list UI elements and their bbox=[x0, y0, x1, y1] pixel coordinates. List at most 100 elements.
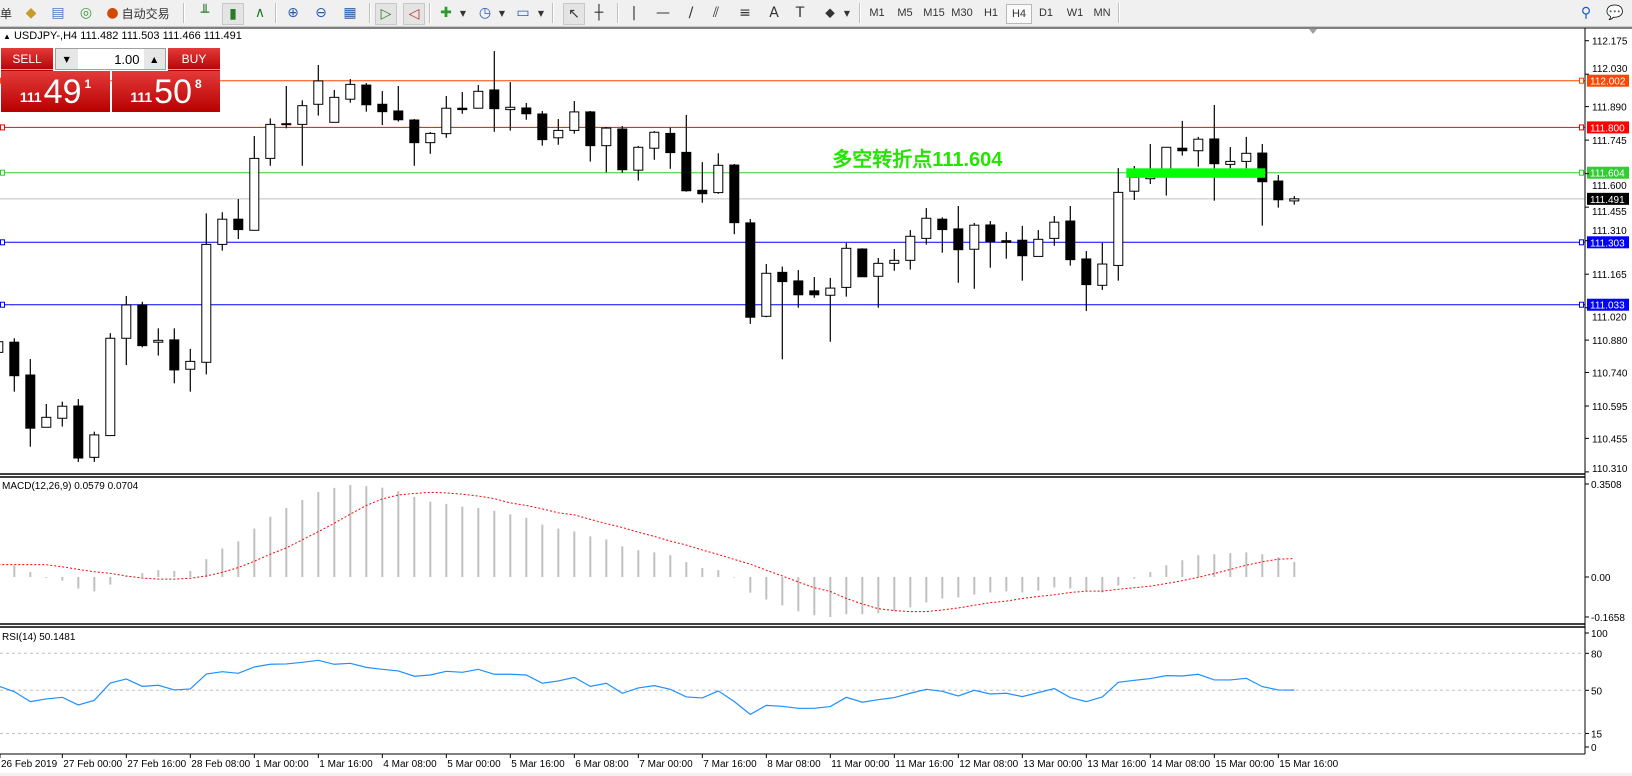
buy-price-prefix: 111 bbox=[130, 89, 153, 105]
candle bbox=[393, 86, 404, 122]
candle bbox=[1177, 120, 1188, 156]
candle bbox=[201, 213, 212, 375]
candle-body bbox=[569, 111, 580, 131]
bar-chart-icon[interactable]: ╨ bbox=[200, 5, 210, 21]
timeframe-m15[interactable]: M15 bbox=[923, 7, 945, 19]
collapse-triangle-icon[interactable]: ▲ bbox=[3, 32, 11, 41]
candle-body bbox=[121, 304, 132, 339]
lot-increase-icon[interactable]: ▲ bbox=[143, 49, 165, 69]
chevron-down-icon[interactable]: ▼ bbox=[843, 8, 851, 18]
candle-body bbox=[841, 247, 852, 288]
buy-button[interactable]: BUY bbox=[168, 48, 220, 71]
lot-decrease-icon[interactable]: ▼ bbox=[56, 49, 78, 69]
sell-price-fraction: 1 bbox=[84, 77, 92, 91]
chevron-down-icon[interactable]: ▼ bbox=[459, 8, 467, 18]
price-tick-label: 110.310 bbox=[1592, 464, 1628, 475]
candle-body bbox=[153, 339, 164, 343]
candle bbox=[489, 51, 500, 132]
candle-body bbox=[489, 89, 500, 110]
candle bbox=[425, 132, 436, 154]
chat-icon[interactable]: 💬 bbox=[1606, 5, 1624, 21]
price-level-label-bg bbox=[1587, 236, 1629, 249]
price-level-label: 111.491 bbox=[1590, 195, 1625, 206]
candle bbox=[1001, 231, 1012, 259]
candle-body bbox=[233, 218, 244, 231]
timeframe-m30[interactable]: M30 bbox=[951, 7, 973, 19]
buy-price[interactable]: 111 50 8 bbox=[112, 71, 220, 112]
time-tick-label: 11 Mar 00:00 bbox=[831, 759, 890, 770]
auto-scroll-icon[interactable]: ▷ bbox=[375, 3, 397, 25]
sell-button[interactable]: SELL bbox=[1, 48, 53, 71]
timeframe-m5[interactable]: M5 bbox=[897, 7, 913, 19]
chevron-down-icon[interactable]: ▼ bbox=[498, 8, 506, 18]
equidistant-channel-icon[interactable]: ⫽ bbox=[712, 5, 720, 21]
price-level-label-bg bbox=[1587, 192, 1629, 205]
arrows-icon[interactable]: ⬥ bbox=[825, 5, 835, 21]
time-tick-label: 1 Mar 00:00 bbox=[255, 759, 309, 770]
candle bbox=[1017, 225, 1028, 281]
timeframe-mn[interactable]: MN bbox=[1093, 7, 1111, 19]
time-tick-label: 27 Feb 16:00 bbox=[127, 759, 186, 770]
candle bbox=[809, 276, 820, 298]
text-label-icon[interactable]: T bbox=[795, 5, 805, 21]
candlestick-icon[interactable]: ▮ bbox=[222, 3, 244, 25]
cursor-icon[interactable]: ↖ bbox=[563, 3, 585, 25]
templates-icon[interactable]: ▭ bbox=[516, 5, 530, 21]
candle-body bbox=[1129, 176, 1140, 192]
candle-body bbox=[745, 222, 756, 318]
autotrade-button[interactable]: ● 自动交易 bbox=[102, 3, 174, 23]
time-tick-label: 11 Mar 16:00 bbox=[895, 759, 954, 770]
timeframe-m1[interactable]: M1 bbox=[869, 7, 885, 19]
search-icon[interactable]: ⚲ bbox=[1580, 5, 1592, 21]
sell-price[interactable]: 111 49 1 bbox=[1, 71, 110, 112]
buy-label: BUY bbox=[168, 48, 220, 70]
chart-shift-icon[interactable]: ◁ bbox=[403, 3, 425, 25]
data-window-icon[interactable]: ▤ bbox=[51, 5, 65, 21]
vertical-line-icon[interactable]: | bbox=[631, 5, 637, 21]
periods-icon[interactable]: ◷ bbox=[478, 5, 492, 21]
candle-body bbox=[393, 110, 404, 121]
market-watch-icon[interactable]: ◆ bbox=[25, 5, 37, 21]
level-anchor-handle bbox=[1579, 169, 1584, 176]
candle-body bbox=[889, 259, 900, 264]
text-icon[interactable]: A bbox=[769, 5, 779, 21]
time-tick-label: 27 Feb 00:00 bbox=[63, 759, 122, 770]
candle-body bbox=[1065, 220, 1076, 261]
lot-size-stepper[interactable]: ▼ ▲ bbox=[55, 48, 166, 70]
horizontal-line-icon[interactable]: — bbox=[656, 5, 670, 21]
timeframe-h1[interactable]: H1 bbox=[983, 7, 999, 19]
timeframe-h4[interactable]: H4 bbox=[1006, 4, 1032, 24]
price-tick-label: 112.175 bbox=[1592, 37, 1628, 48]
price-level-label: 111.033 bbox=[1590, 301, 1625, 312]
price-tick-label: 111.455 bbox=[1592, 207, 1627, 218]
timeframe-d1[interactable]: D1 bbox=[1038, 7, 1054, 19]
fibonacci-icon[interactable]: ≡ bbox=[739, 5, 751, 21]
candle bbox=[1081, 251, 1092, 311]
candle-body bbox=[937, 218, 948, 231]
line-chart-icon[interactable]: ∧ bbox=[254, 5, 266, 21]
candle-body bbox=[793, 280, 804, 296]
time-tick-label: 28 Feb 08:00 bbox=[191, 759, 250, 770]
trendline-icon[interactable]: / bbox=[688, 5, 694, 21]
indicators-icon[interactable]: ✚ bbox=[440, 5, 452, 21]
crosshair-icon[interactable]: ┼ bbox=[594, 5, 604, 21]
candle bbox=[569, 101, 580, 134]
rsi-tick-label: 15 bbox=[1591, 729, 1603, 740]
navigator-icon[interactable]: ◎ bbox=[79, 5, 93, 21]
zoom-out-icon[interactable]: ⊖ bbox=[315, 5, 327, 21]
timeframe-w1[interactable]: W1 bbox=[1066, 7, 1084, 19]
zoom-in-icon[interactable]: ⊕ bbox=[287, 5, 299, 21]
chevron-down-icon[interactable]: ▼ bbox=[537, 8, 545, 18]
lot-size-input[interactable] bbox=[77, 49, 144, 69]
tile-windows-icon[interactable]: ▦ bbox=[343, 5, 357, 21]
menu-partial-label[interactable]: 单 bbox=[0, 6, 13, 21]
candle bbox=[1049, 215, 1060, 246]
sell-price-prefix: 111 bbox=[19, 89, 42, 105]
time-tick-label: 5 Mar 00:00 bbox=[447, 759, 501, 770]
candle-body bbox=[921, 217, 932, 239]
candle-body bbox=[185, 360, 196, 370]
price-tick-label: 111.310 bbox=[1592, 226, 1627, 237]
rsi-label: RSI(14) 50.1481 bbox=[2, 632, 76, 643]
candle-body bbox=[473, 90, 484, 109]
